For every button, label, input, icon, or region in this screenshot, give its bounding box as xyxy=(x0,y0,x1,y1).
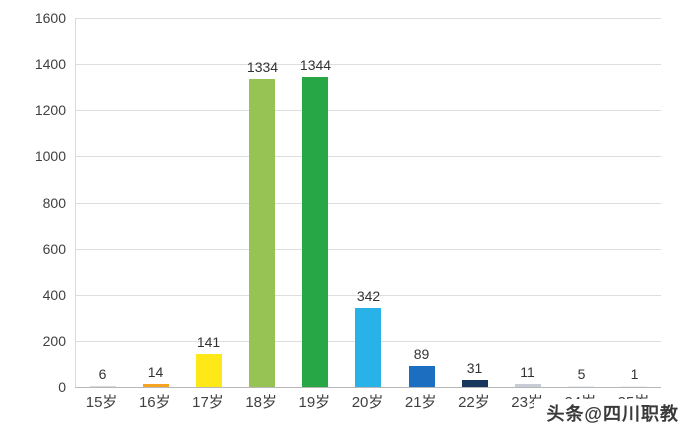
y-axis-tick-label: 1400 xyxy=(34,56,66,73)
x-axis-label: 15岁 xyxy=(85,394,118,411)
bar-18岁 xyxy=(249,79,275,387)
bar-24岁 xyxy=(568,386,594,387)
x-axis-label: 16岁 xyxy=(138,394,171,411)
x-axis-label: 22岁 xyxy=(458,394,490,411)
bar-value-label: 6 xyxy=(98,366,107,382)
y-axis-tick-label: 0 xyxy=(58,379,66,395)
y-axis-tick-label: 800 xyxy=(42,194,66,211)
bar-16岁 xyxy=(143,384,169,387)
bar-value-label: 5 xyxy=(577,366,586,382)
plot-area: 6 14 141 1334 1344 342 89 31 11 5 1 xyxy=(75,18,661,388)
y-axis-tick-label: 400 xyxy=(42,286,66,303)
x-axis-label: 17岁 xyxy=(192,394,224,411)
x-axis-label: 21岁 xyxy=(404,394,437,411)
bar-value-label: 89 xyxy=(413,346,430,362)
gridline xyxy=(76,64,661,66)
bar-22岁 xyxy=(462,380,488,387)
y-axis-tick-label: 1600 xyxy=(34,10,66,26)
y-axis-tick-label: 1200 xyxy=(34,102,66,119)
y-axis-tick-label: 200 xyxy=(42,332,66,349)
bar-19岁 xyxy=(302,77,328,387)
bar-value-label: 11 xyxy=(520,364,535,380)
gridline xyxy=(76,18,661,19)
x-axis-label: 20岁 xyxy=(351,394,384,411)
bar-value-label: 14 xyxy=(147,364,164,380)
gridline xyxy=(76,294,661,296)
gridline xyxy=(76,110,661,112)
x-axis-label: 19岁 xyxy=(298,394,331,411)
y-axis-tick-label: 1000 xyxy=(34,148,66,165)
y-axis: 0 200 400 600 800 1000 1200 1400 1600 xyxy=(0,0,66,429)
x-axis-label: 18岁 xyxy=(245,394,277,411)
bar-value-label: 31 xyxy=(466,360,483,376)
bar-20岁 xyxy=(355,308,381,387)
bar-25岁 xyxy=(621,386,647,387)
bar-17岁 xyxy=(196,354,222,387)
bar-value-label: 1334 xyxy=(246,59,279,75)
gridline xyxy=(76,156,661,158)
bar-value-label: 1344 xyxy=(299,57,332,73)
bar-value-label: 141 xyxy=(196,334,221,350)
watermark: 头条@四川职教 xyxy=(534,399,687,429)
gridline xyxy=(76,248,661,250)
bar-15岁 xyxy=(90,386,116,387)
bar-value-label: 342 xyxy=(356,288,381,304)
gridline xyxy=(76,202,661,204)
bar-23岁 xyxy=(515,384,541,387)
bar-value-label: 1 xyxy=(630,366,639,382)
bar-21岁 xyxy=(409,366,435,387)
y-axis-tick-label: 600 xyxy=(42,240,66,257)
